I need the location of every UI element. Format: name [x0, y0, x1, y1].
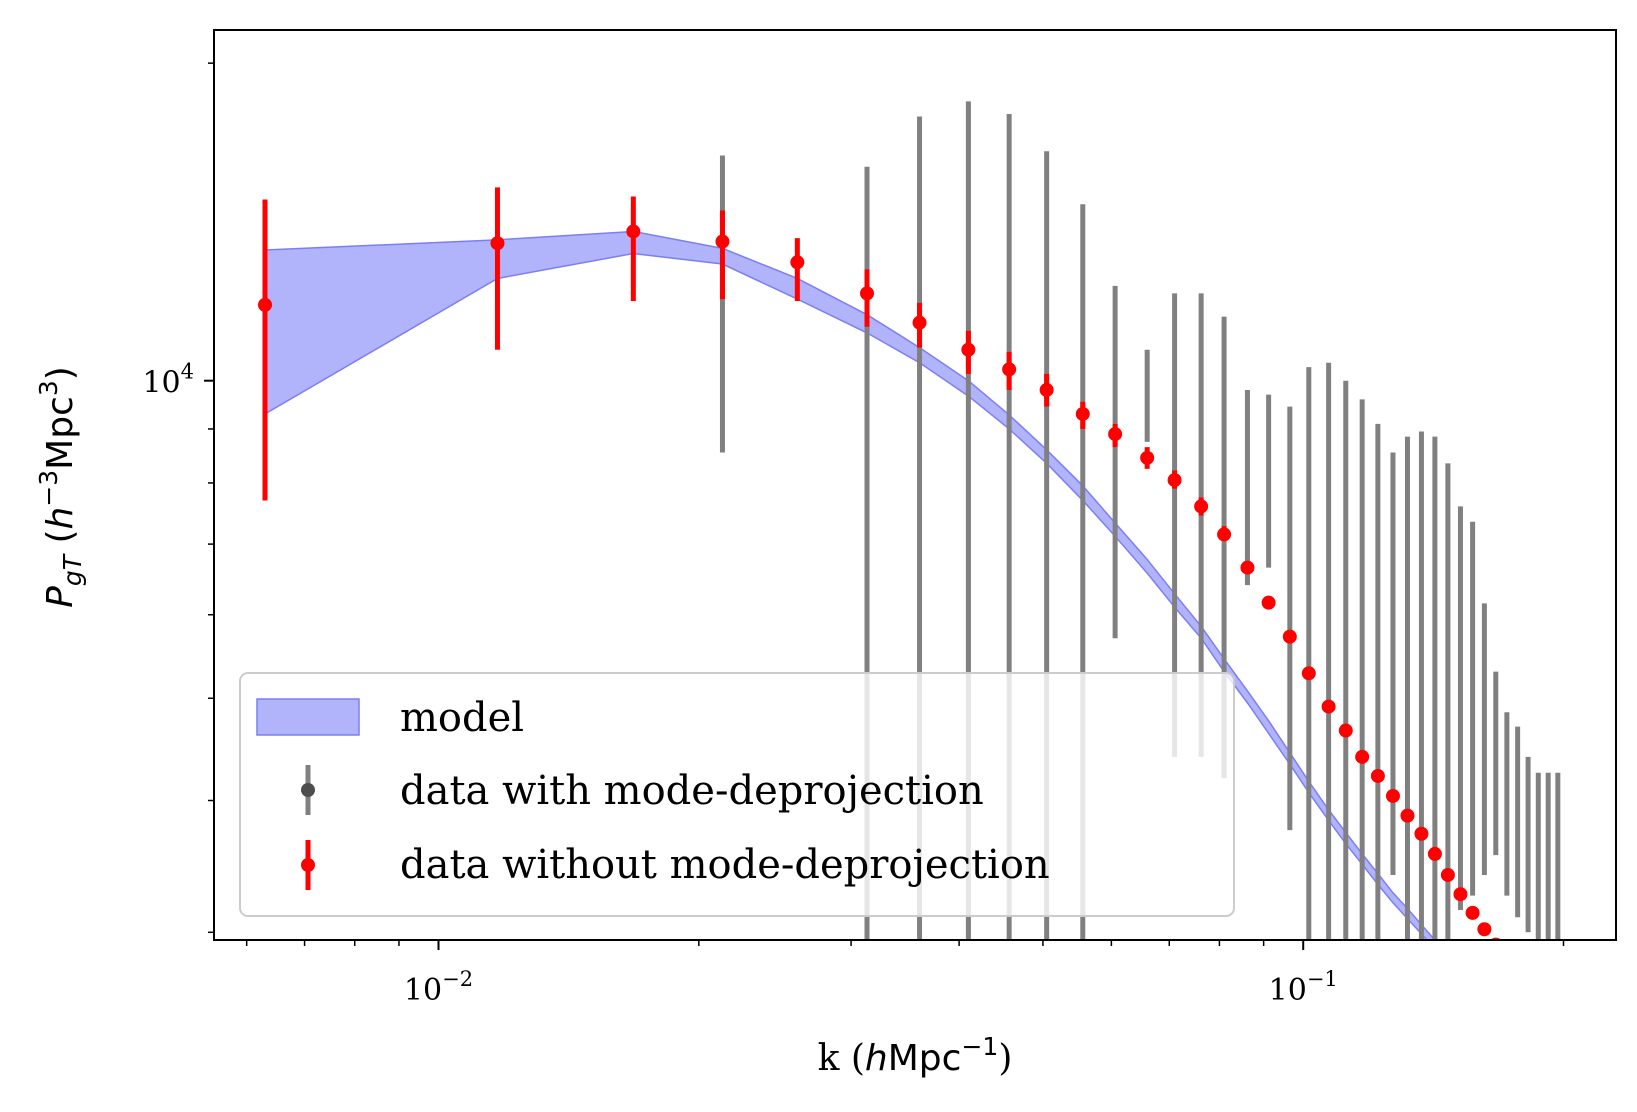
plot-area [257, 101, 1565, 1034]
nodeproj-point-1 [490, 236, 505, 251]
nodeproj-point-28 [1440, 867, 1455, 882]
nodeproj-point-10 [1075, 406, 1090, 421]
nodeproj-point-18 [1282, 629, 1297, 644]
nodeproj-point-25 [1400, 808, 1415, 823]
nodeproj-point-26 [1414, 826, 1429, 841]
nodeproj-point-20 [1321, 699, 1336, 714]
nodeproj-point-27 [1427, 846, 1442, 861]
nodeproj-point-5 [860, 286, 875, 301]
nodeproj-point-11 [1108, 427, 1123, 442]
legend-deproj-label: data with mode-deprojection [400, 768, 984, 814]
nodeproj-point-21 [1338, 723, 1353, 738]
nodeproj-point-12 [1140, 450, 1155, 465]
nodeproj-point-14 [1194, 499, 1209, 514]
nodeproj-point-22 [1355, 749, 1370, 764]
axes-frame [213, 29, 1617, 941]
y-tick-label-1e4: 104 [142, 360, 194, 401]
nodeproj-point-15 [1217, 527, 1232, 542]
nodeproj-point-31 [1477, 922, 1492, 937]
nodeproj-point-37 [1541, 1005, 1555, 1019]
legend: model data with mode-deprojection data w… [239, 672, 1235, 917]
nodeproj-point-0 [257, 297, 272, 312]
nodeproj-point-33 [1500, 952, 1514, 966]
nodeproj-point-4 [790, 255, 805, 270]
legend-frame [239, 672, 1235, 917]
nodeproj-points [257, 224, 1565, 1034]
nodeproj-point-8 [1002, 362, 1017, 377]
nodeproj-point-29 [1453, 887, 1468, 902]
x-tick-label-0.01: 10−2 [404, 967, 473, 1008]
nodeproj-point-19 [1301, 666, 1316, 681]
legend-deproj-marker [301, 783, 315, 797]
nodeproj-point-36 [1531, 993, 1545, 1007]
nodeproj-point-16 [1240, 560, 1255, 575]
nodeproj-point-23 [1370, 768, 1385, 783]
y-axis-label: PgT (h−3Mpc3) [34, 366, 87, 608]
nodeproj-point-9 [1039, 382, 1054, 397]
nodeproj-point-6 [912, 315, 927, 330]
x-tick-label-0.1: 10−1 [1269, 967, 1338, 1008]
legend-nodeproj-label: data without mode-deprojection [400, 842, 1050, 888]
nodeproj-point-34 [1511, 967, 1525, 981]
nodeproj-point-35 [1521, 980, 1535, 994]
nodeproj-point-2 [626, 224, 641, 239]
legend-model-swatch [256, 698, 360, 736]
nodeproj-point-38 [1551, 1020, 1565, 1034]
legend-nodeproj-marker [301, 858, 315, 872]
legend-model-label: model [400, 695, 524, 741]
x-axis-label: k (hMpc−1) [818, 1032, 1013, 1079]
nodeproj-point-13 [1167, 473, 1182, 488]
nodeproj-point-24 [1385, 788, 1400, 803]
nodeproj-point-17 [1261, 595, 1276, 610]
nodeproj-point-3 [715, 234, 730, 249]
nodeproj-point-30 [1465, 905, 1480, 920]
nodeproj-point-7 [961, 342, 976, 357]
